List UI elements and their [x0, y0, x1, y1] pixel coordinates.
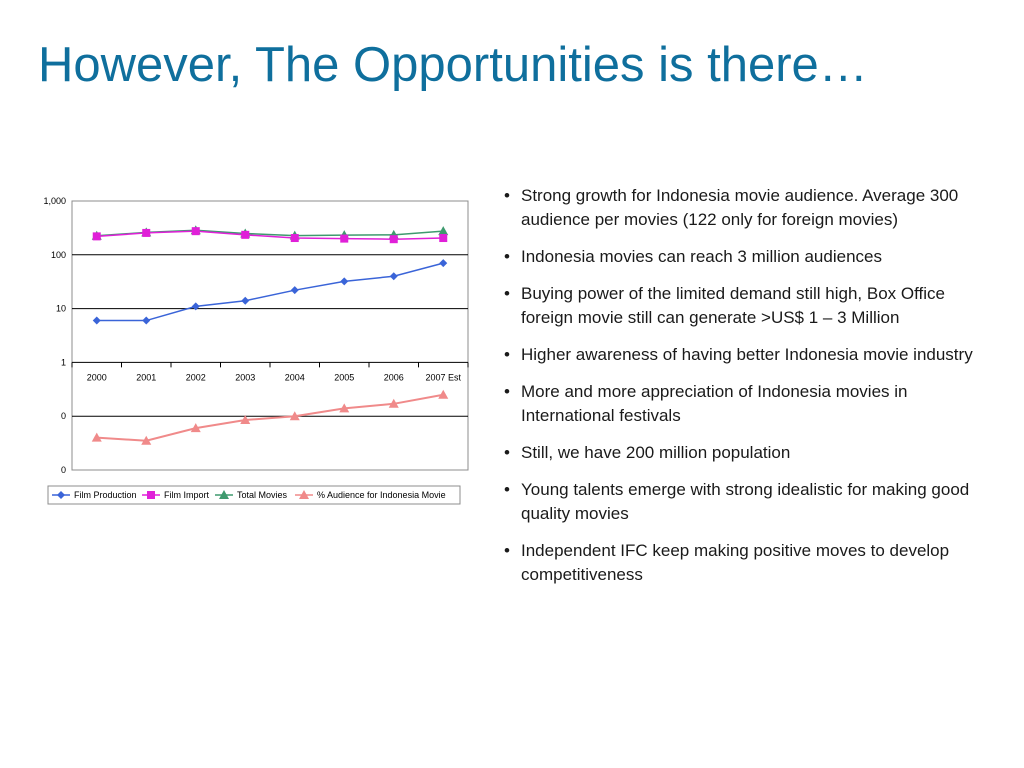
data-point [241, 230, 250, 239]
y-tick-label: 1 [61, 357, 66, 367]
data-point [290, 286, 299, 295]
data-point [240, 414, 251, 424]
legend-label: Film Production [74, 490, 137, 500]
x-tick-label: 2000 [87, 372, 107, 382]
bullet-item: Higher awareness of having better Indone… [504, 343, 974, 367]
legend-swatch-marker [299, 490, 309, 499]
legend-swatch-marker [147, 491, 155, 499]
data-point [142, 316, 151, 325]
series-line [96, 230, 444, 240]
series-line [96, 262, 444, 322]
legend-swatch-marker [57, 491, 65, 499]
data-point [439, 234, 448, 243]
legend-frame [47, 485, 461, 505]
x-tick-label: 2002 [186, 372, 206, 382]
legend-swatch-marker [219, 490, 229, 499]
series-0 [92, 259, 448, 325]
x-tick-label: 2001 [136, 372, 156, 382]
bullet-item: Strong growth for Indonesia movie audien… [504, 184, 974, 232]
bullet-item: Independent IFC keep making positive mov… [504, 539, 974, 587]
x-tick-label: 2005 [334, 372, 354, 382]
data-point [191, 302, 200, 311]
legend-label: % Audience for Indonesia Movie [317, 490, 446, 500]
x-tick-label: 2006 [384, 372, 404, 382]
x-tick-label: 2007 Est [425, 372, 461, 382]
y-tick-label: 10 [56, 304, 66, 314]
bullet-item: Indonesia movies can reach 3 million aud… [504, 245, 974, 269]
y-tick-label: 1,000 [43, 196, 66, 206]
data-point [438, 226, 449, 236]
data-point [92, 232, 101, 241]
legend: Film Production Film Import Total Movies % … [47, 485, 461, 505]
chart-area: 1,000 100 10 1 0 0 2000 2001 2002 2003 2004 2005 200… [0, 180, 480, 510]
data-point [339, 403, 350, 413]
y-tick-label: 0 [61, 465, 66, 475]
y-tick-label: 0 [61, 411, 66, 421]
slide-title: However, The Opportunities is there… [38, 38, 868, 92]
data-point [241, 296, 250, 305]
data-point [340, 277, 349, 286]
legend-label: Film Import [164, 490, 209, 500]
data-point [190, 423, 201, 433]
data-point [91, 432, 102, 442]
data-point [388, 398, 399, 408]
x-tick-label: 2004 [285, 372, 305, 382]
series-3 [91, 389, 449, 445]
data-point [191, 227, 200, 236]
data-point [438, 389, 449, 399]
data-point [340, 234, 349, 243]
data-point [290, 234, 299, 243]
data-point [389, 235, 398, 244]
data-point [92, 316, 101, 325]
series-line [96, 393, 444, 442]
bullet-item: More and more appreciation of Indonesia … [504, 380, 974, 428]
legend-label: Total Movies [237, 490, 288, 500]
bullet-item: Young talents emerge with strong idealis… [504, 478, 974, 526]
series-1 [92, 227, 448, 244]
data-point [439, 259, 448, 268]
bullet-item: Buying power of the limited demand still… [504, 282, 974, 330]
bullet-list: Strong growth for Indonesia movie audien… [504, 184, 974, 600]
data-point [141, 435, 152, 445]
plot-frame [71, 200, 469, 471]
y-tick-label: 100 [51, 250, 66, 260]
data-point [142, 228, 151, 237]
data-point [389, 272, 398, 281]
data-point [289, 411, 300, 421]
bullet-item: Still, we have 200 million population [504, 441, 974, 465]
x-tick-label: 2003 [235, 372, 255, 382]
